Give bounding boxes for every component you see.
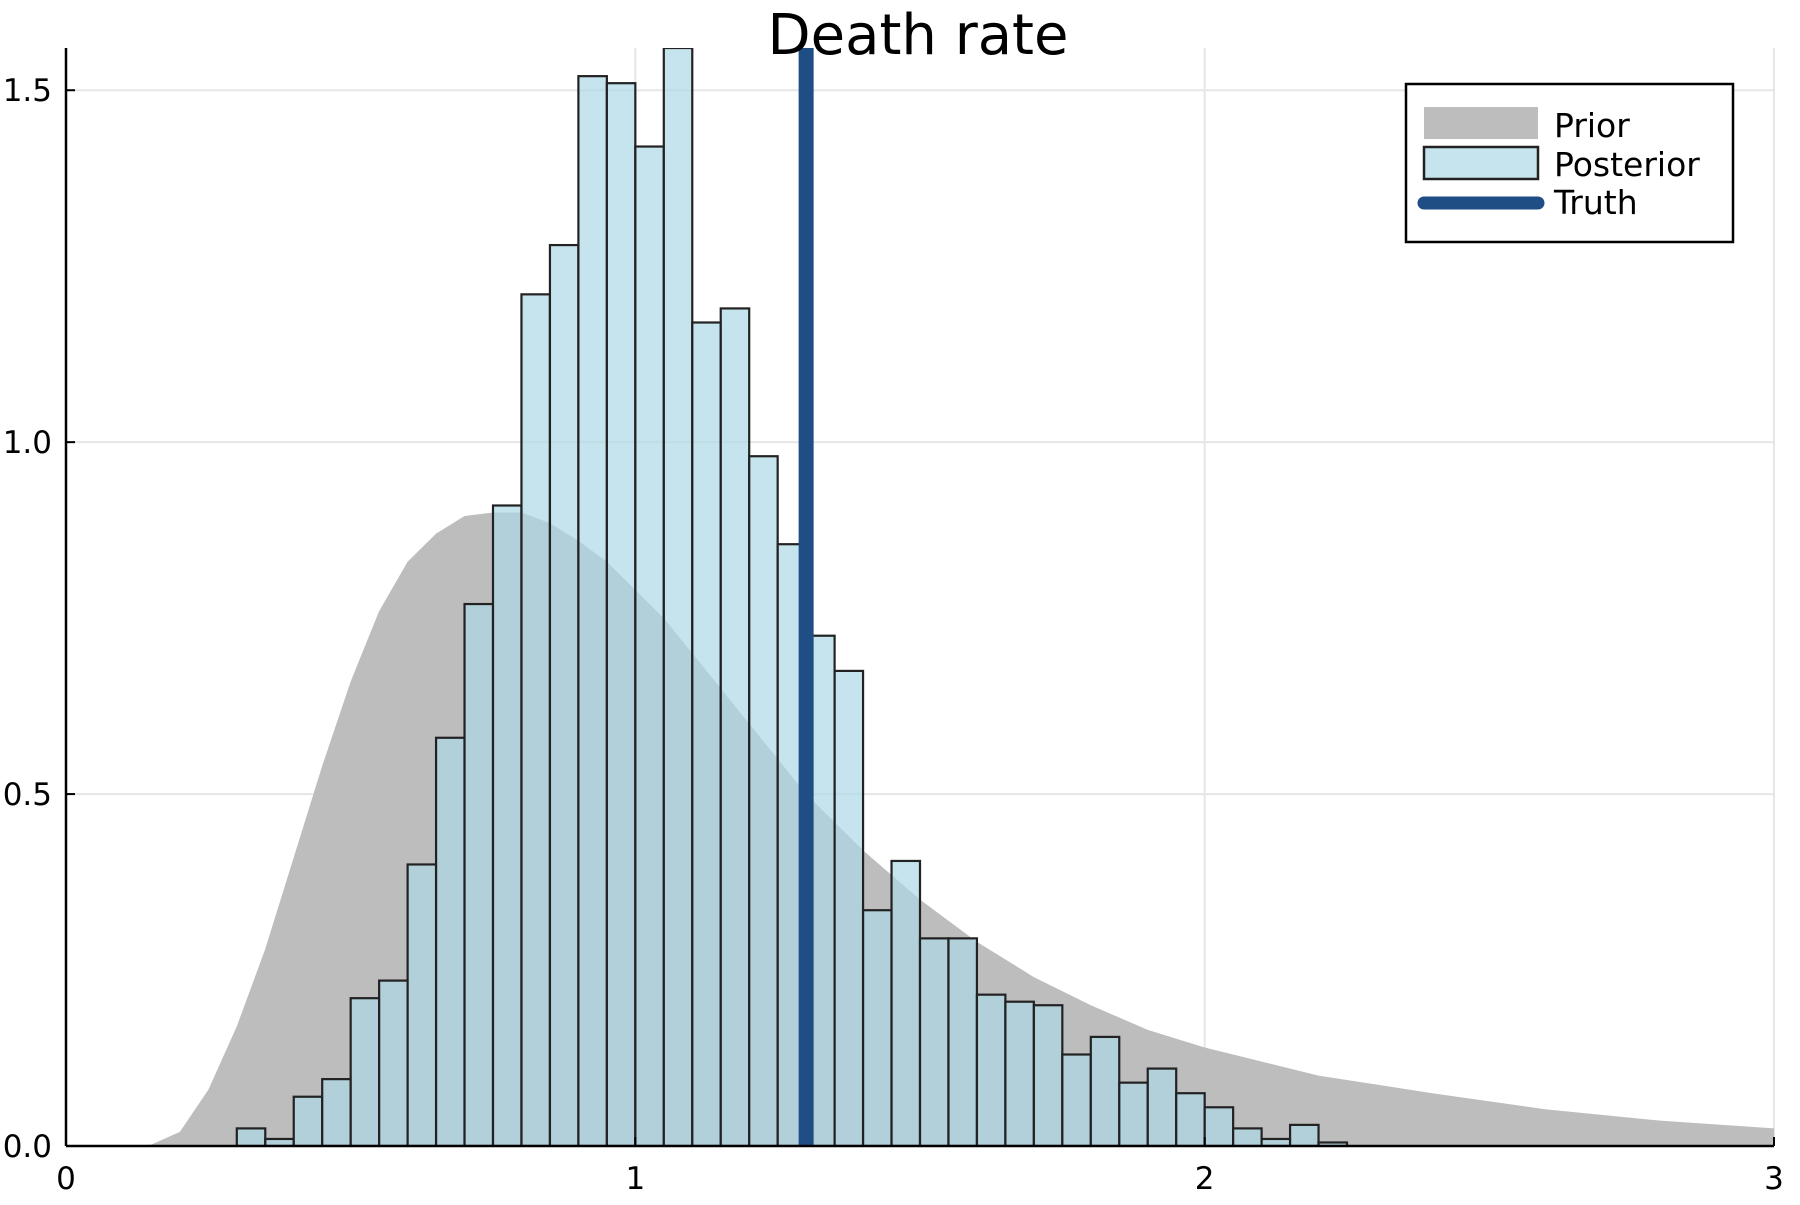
posterior-bar: [662, 48, 694, 1146]
posterior-bar: [491, 504, 523, 1146]
posterior-bar: [1175, 1092, 1206, 1146]
posterior-bar: [890, 859, 922, 1146]
posterior-bar: [1203, 1106, 1235, 1146]
legend-prior-swatch: [1424, 107, 1538, 139]
legend-posterior-label: Posterior: [1554, 145, 1700, 184]
x-tick-label: 0: [56, 1161, 76, 1197]
posterior-bar: [1288, 1123, 1320, 1146]
posterior-bar: [434, 736, 466, 1146]
posterior-bar: [349, 997, 381, 1146]
posterior-bar: [1232, 1127, 1263, 1146]
legend-prior-label: Prior: [1554, 106, 1630, 145]
axes: [64, 48, 1775, 1148]
y-tick-label: 1.5: [3, 73, 52, 109]
y-tick-label: 0.0: [3, 1129, 52, 1165]
posterior-bar: [1118, 1081, 1149, 1146]
posterior-bar: [292, 1095, 324, 1146]
posterior-bar: [406, 863, 438, 1146]
x-tick-label: 2: [1195, 1161, 1215, 1197]
posterior-bar: [520, 293, 552, 1146]
posterior-bar: [1061, 1053, 1092, 1146]
posterior-bar: [719, 307, 751, 1146]
posterior-bar: [463, 602, 495, 1146]
y-tick-label: 1.0: [3, 425, 52, 461]
posterior-bar: [378, 979, 409, 1146]
posterior-bar: [548, 243, 580, 1146]
posterior-bar: [975, 993, 1007, 1146]
posterior-bar: [918, 937, 950, 1146]
posterior-bar: [947, 937, 979, 1146]
posterior-bar: [833, 669, 865, 1146]
posterior-bar: [1089, 1035, 1121, 1146]
chart-title: Death rate: [768, 3, 1069, 68]
tick-labels: 0 1 2 3 0.0 0.5 1.0 1.5: [3, 73, 1784, 1197]
legend-posterior-swatch: [1422, 145, 1540, 181]
posterior-bar: [1032, 1004, 1064, 1146]
legend-truth-label: Truth: [1553, 183, 1638, 222]
posterior-bar: [1004, 1000, 1035, 1146]
posterior-bar: [748, 455, 779, 1146]
posterior-bar: [605, 82, 637, 1146]
posterior-bar: [1146, 1067, 1178, 1146]
posterior-bar: [691, 321, 722, 1146]
posterior-bar: [235, 1127, 267, 1146]
posterior-series: [235, 48, 1349, 1146]
posterior-bar: [577, 75, 608, 1146]
x-tick-label: 1: [625, 1161, 645, 1197]
posterior-bar: [634, 145, 665, 1146]
x-tick-label: 3: [1764, 1161, 1784, 1197]
y-tick-label: 0.5: [3, 777, 52, 813]
posterior-bar: [321, 1078, 352, 1146]
posterior-bar: [861, 909, 893, 1146]
